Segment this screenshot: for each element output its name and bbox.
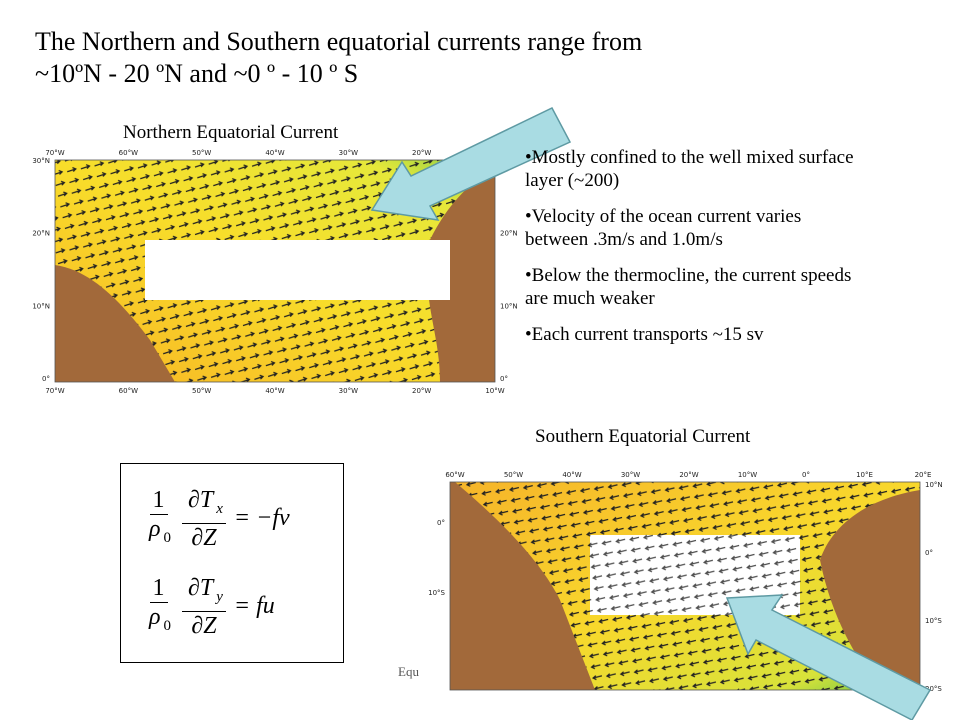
map-tick-label: 50°W: [504, 471, 523, 479]
map-tick-label: 10°E: [856, 471, 873, 479]
map-tick-label: 70°W: [45, 149, 64, 157]
title: The Northern and Southern equatorial cur…: [35, 26, 835, 90]
map-tick-label: 20°W: [679, 471, 698, 479]
equation: 1 ρ 0 ∂T x ∂Z = −fv: [143, 486, 290, 552]
map-tick-label: 40°W: [265, 149, 284, 157]
pointer-arrow: [725, 594, 932, 720]
title-line: The Northern and Southern equatorial cur…: [35, 27, 643, 56]
map-tick-label: 20°S: [925, 685, 942, 693]
fraction: ∂T x ∂Z: [182, 486, 226, 552]
map-tick-label: 0°: [500, 375, 508, 383]
rho: ρ: [149, 604, 161, 630]
subscript: y: [216, 588, 223, 605]
south-map-image: [449, 481, 921, 691]
numerator: ∂T x: [182, 486, 226, 524]
map-tick-label: 40°W: [265, 387, 284, 395]
derivative: ∂T: [188, 487, 214, 513]
map-tick-label: 20°N: [32, 230, 50, 238]
map-tick-label: 30°W: [621, 471, 640, 479]
equation-box: 1 ρ 0 ∂T x ∂Z = −fv 1 ρ 0 ∂T y ∂Z = fu: [120, 463, 344, 663]
subscript: 0: [163, 529, 172, 546]
map-tick-label: 20°W: [412, 387, 431, 395]
bullet: •Each current transports ~15 sv: [525, 324, 764, 345]
map-tick-label: 40°W: [562, 471, 581, 479]
numerator: 1: [149, 486, 168, 515]
map-tick-label: 0°: [437, 519, 445, 527]
pointer-arrow: [370, 107, 572, 221]
map-tick-label: 50°W: [192, 149, 211, 157]
map-tick-label: 10°W: [738, 471, 757, 479]
map-tick-label: 60°W: [445, 471, 464, 479]
map-tick-label: 10°N: [925, 481, 943, 489]
bullet-list: •Mostly confined to the well mixed surfa…: [525, 146, 865, 359]
title-line: ~10ºN - 20 ºN and ~0 º - 10 º S: [35, 59, 359, 88]
subscript: x: [216, 500, 223, 517]
map-tick-label: 70°W: [45, 387, 64, 395]
subscript: 0: [163, 617, 172, 634]
rho: ρ: [149, 516, 161, 542]
map-tick-label: 10°S: [925, 617, 942, 625]
map-tick-label: 20°N: [500, 230, 518, 238]
map-tick-label: 30°N: [32, 157, 50, 165]
bullet: •Velocity of the ocean current varies be…: [525, 206, 802, 250]
map-tick-label: 20°E: [915, 471, 932, 479]
rhs: = fu: [233, 593, 275, 620]
map-tick-label: 50°W: [192, 387, 211, 395]
map-caption: Northern Equatorial Current: [123, 122, 339, 143]
map-tick-label: 0°: [925, 549, 933, 557]
equation: 1 ρ 0 ∂T y ∂Z = fu: [143, 574, 275, 640]
map-tick-label: 60°W: [119, 387, 138, 395]
rhs: = −fv: [233, 505, 290, 532]
denominator: ∂Z: [191, 524, 217, 551]
map-tick-label: 10°S: [428, 589, 445, 597]
footer-fragment: Equ: [398, 664, 419, 679]
bullet: •Mostly confined to the well mixed surfa…: [525, 147, 854, 191]
map-tick-label: 20°W: [412, 149, 431, 157]
map-tick-label: 0°: [802, 471, 810, 479]
map-tick-label: 30°W: [339, 387, 358, 395]
map-tick-label: 0°: [42, 375, 50, 383]
map-tick-label: 10°W: [485, 387, 504, 395]
map-tick-label: 10°N: [500, 302, 518, 310]
numerator: 1: [149, 574, 168, 603]
map-tick-label: 30°W: [339, 149, 358, 157]
denominator: ∂Z: [191, 612, 217, 639]
numerator: ∂T y: [182, 574, 226, 612]
fraction: ∂T y ∂Z: [182, 574, 226, 640]
map-caption: Southern Equatorial Current: [535, 426, 751, 447]
map-tick-label: 60°W: [119, 149, 138, 157]
bullet: •Below the thermocline, the current spee…: [525, 265, 852, 309]
derivative: ∂T: [188, 575, 214, 601]
map-tick-label: 10°N: [32, 302, 50, 310]
